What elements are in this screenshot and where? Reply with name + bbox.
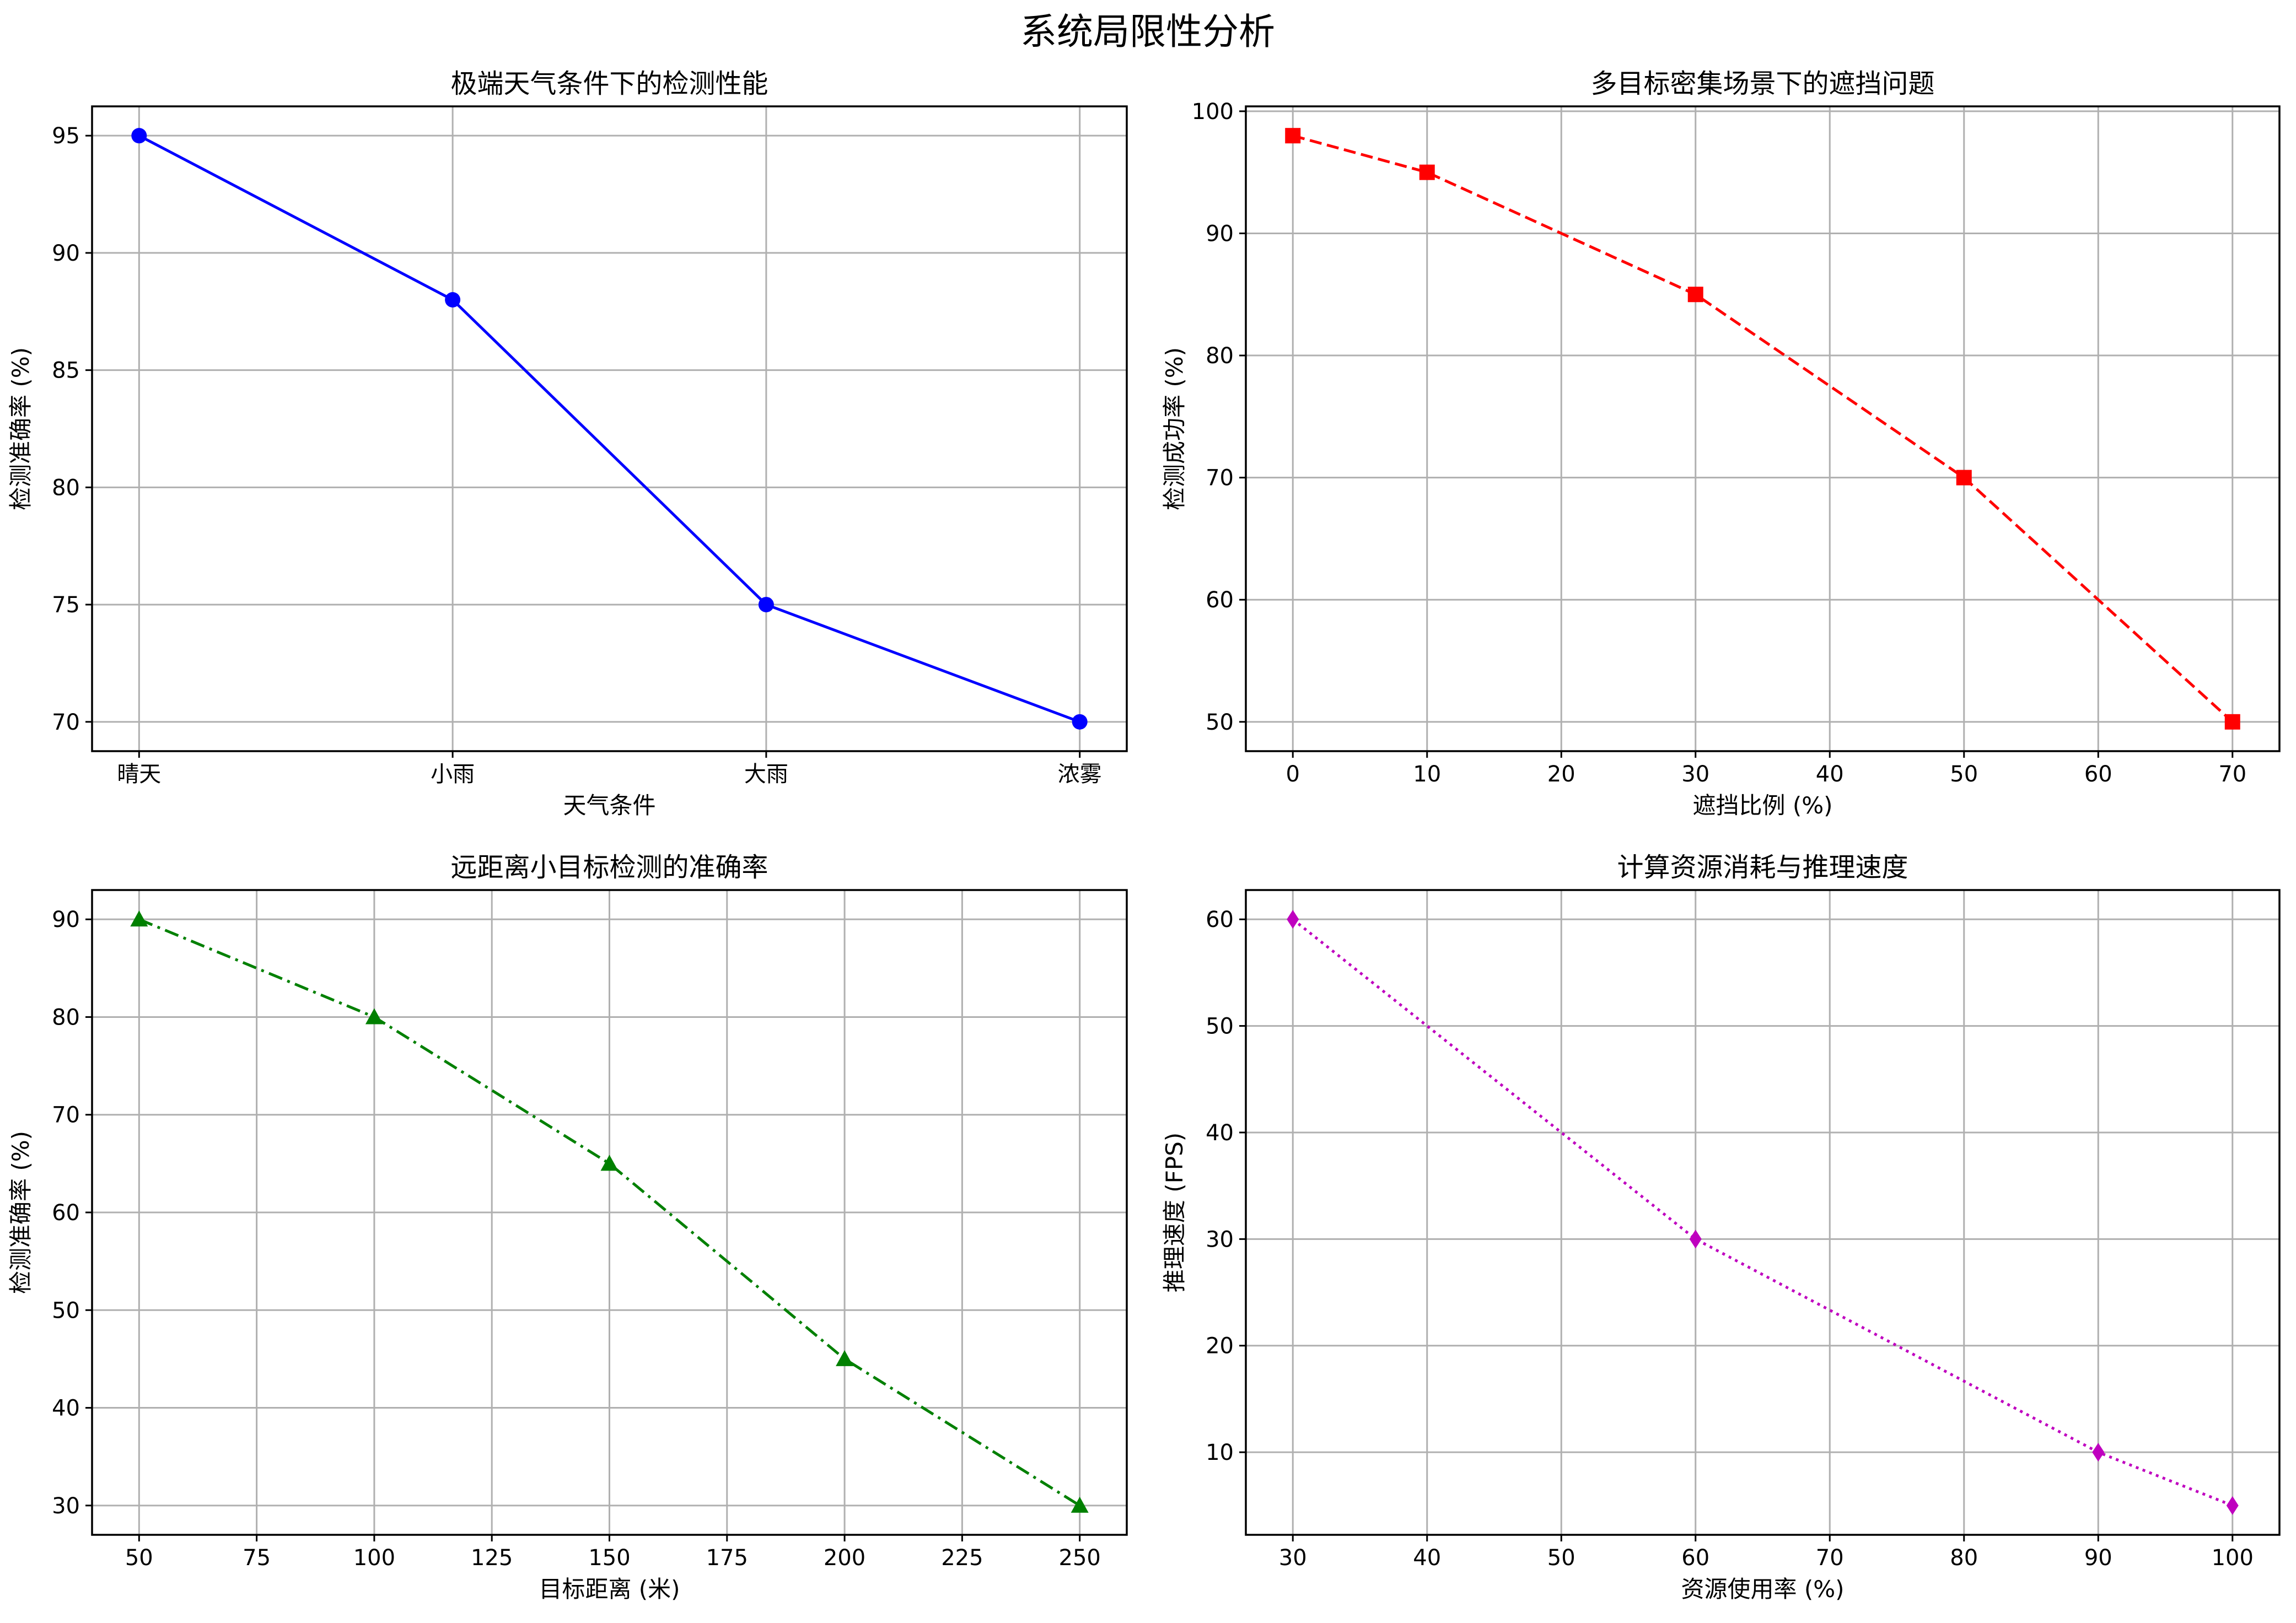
y-axis-label: 检测成功率 (%) (1161, 347, 1188, 510)
data-point (1689, 1230, 1702, 1249)
data-point (1072, 714, 1088, 730)
data-point (1071, 1496, 1089, 1513)
x-tick-label: 晴天 (117, 762, 161, 787)
y-tick-label: 60 (1206, 587, 1234, 613)
x-tick-label: 150 (588, 1545, 630, 1571)
x-tick-label: 50 (125, 1545, 153, 1571)
x-tick-label: 30 (1279, 1545, 1307, 1571)
series-line (1292, 918, 2233, 1507)
y-tick-label: 90 (1206, 221, 1234, 246)
y-tick-label: 20 (1206, 1334, 1234, 1359)
data-point (1419, 164, 1435, 180)
x-tick-label: 大雨 (744, 762, 788, 787)
x-tick-label: 250 (1059, 1545, 1101, 1571)
y-tick-label: 10 (1206, 1440, 1234, 1465)
y-tick-label: 60 (1206, 907, 1234, 932)
chart-title: 计算资源消耗与推理速度 (1617, 852, 1908, 883)
y-tick-label: 75 (52, 592, 80, 618)
y-tick-label: 40 (52, 1396, 80, 1421)
y-tick-label: 70 (52, 1103, 80, 1128)
y-tick-label: 95 (52, 123, 80, 149)
x-tick-label: 70 (2218, 762, 2246, 787)
data-point (445, 292, 461, 308)
x-tick-label: 75 (243, 1545, 271, 1571)
series-line (138, 918, 1081, 1507)
data-point (2092, 1443, 2105, 1462)
y-tick-label: 50 (1206, 710, 1234, 735)
y-tick-label: 90 (52, 241, 80, 266)
data-point (1956, 470, 1972, 486)
chart-title: 极端天气条件下的检测性能 (450, 68, 768, 99)
data-point (365, 1008, 383, 1025)
data-point (1285, 128, 1301, 144)
data-point (600, 1155, 619, 1171)
x-tick-label: 100 (2212, 1545, 2254, 1571)
x-tick-label: 60 (2084, 762, 2112, 787)
data-point (2224, 714, 2240, 730)
x-tick-label: 70 (1816, 1545, 1844, 1571)
data-point (131, 128, 147, 144)
y-tick-label: 80 (52, 475, 80, 500)
x-tick-label: 60 (1681, 1545, 1709, 1571)
x-tick-label: 40 (1816, 762, 1844, 787)
x-tick-label: 30 (1681, 762, 1709, 787)
figure-title: 系统局限性分析 (1020, 10, 1275, 53)
plot-frame (1245, 889, 2281, 1536)
data-point (1687, 287, 1703, 303)
y-tick-label: 50 (1206, 1014, 1234, 1039)
y-axis-label: 检测准确率 (%) (7, 347, 34, 510)
x-tick-label: 20 (1547, 762, 1576, 787)
y-tick-label: 30 (1206, 1227, 1234, 1252)
y-tick-label: 40 (1206, 1120, 1234, 1146)
series-line (1292, 134, 2234, 723)
x-tick-label: 小雨 (431, 762, 475, 787)
x-axis-label: 资源使用率 (%) (1681, 1576, 1844, 1603)
chart-panel-4: 30 40 50 60 70 80 90 100 10 20 30 40 50 60 计算资源消耗与推理速度… (1161, 852, 2281, 1603)
x-tick-label: 80 (1950, 1545, 1978, 1571)
chart-panel-2: 0 10 20 30 40 50 60 70 50 60 70 80 90 100 多目标密集场景下的遮挡问… (1161, 68, 2281, 819)
y-tick-label: 70 (1206, 466, 1234, 491)
plot-frame (91, 105, 1128, 752)
y-tick-label: 70 (52, 710, 80, 735)
x-tick-label: 175 (706, 1545, 748, 1571)
y-axis-label: 检测准确率 (%) (7, 1131, 34, 1294)
y-tick-label: 80 (52, 1005, 80, 1030)
data-point (1287, 910, 1299, 929)
chart-title: 多目标密集场景下的遮挡问题 (1590, 68, 1934, 99)
x-tick-label: 50 (1950, 762, 1978, 787)
y-tick-label: 100 (1192, 99, 1234, 125)
y-tick-label: 90 (52, 907, 80, 932)
x-tick-label: 浓雾 (1058, 762, 1102, 787)
x-axis-label: 遮挡比例 (%) (1692, 792, 1832, 819)
x-tick-label: 125 (471, 1545, 513, 1571)
data-point (758, 597, 774, 613)
x-tick-label: 100 (353, 1545, 395, 1571)
y-tick-label: 30 (52, 1493, 80, 1519)
x-tick-label: 90 (2084, 1545, 2112, 1571)
chart-panel-3: 50 75 100 125 150 175 200 225 250 30 40 50 60 70 80 90 远… (7, 852, 1128, 1603)
subplot-grid: 晴天 小雨 大雨 浓雾707580859095极端天气条件下的检测性能天气条件检测准确… (7, 68, 2281, 1603)
y-tick-label: 50 (52, 1298, 80, 1323)
data-point (130, 910, 148, 927)
data-point (836, 1350, 854, 1366)
x-axis-label: 目标距离 (米) (539, 1576, 680, 1603)
x-tick-label: 200 (824, 1545, 865, 1571)
x-tick-label: 10 (1413, 762, 1441, 787)
x-tick-label: 225 (941, 1545, 983, 1571)
x-axis-label: 天气条件 (563, 792, 655, 819)
x-tick-label: 40 (1413, 1545, 1441, 1571)
plot-frame (1245, 105, 2281, 752)
y-tick-label: 85 (52, 358, 80, 384)
x-tick-label: 50 (1547, 1545, 1576, 1571)
data-point (2226, 1496, 2239, 1515)
chart-title: 远距离小目标检测的准确率 (450, 852, 768, 883)
series-line (138, 134, 1080, 724)
x-tick-label: 0 (1286, 762, 1300, 787)
y-tick-label: 80 (1206, 343, 1234, 369)
y-axis-label: 推理速度 (FPS) (1161, 1133, 1188, 1292)
y-tick-label: 60 (52, 1200, 80, 1226)
